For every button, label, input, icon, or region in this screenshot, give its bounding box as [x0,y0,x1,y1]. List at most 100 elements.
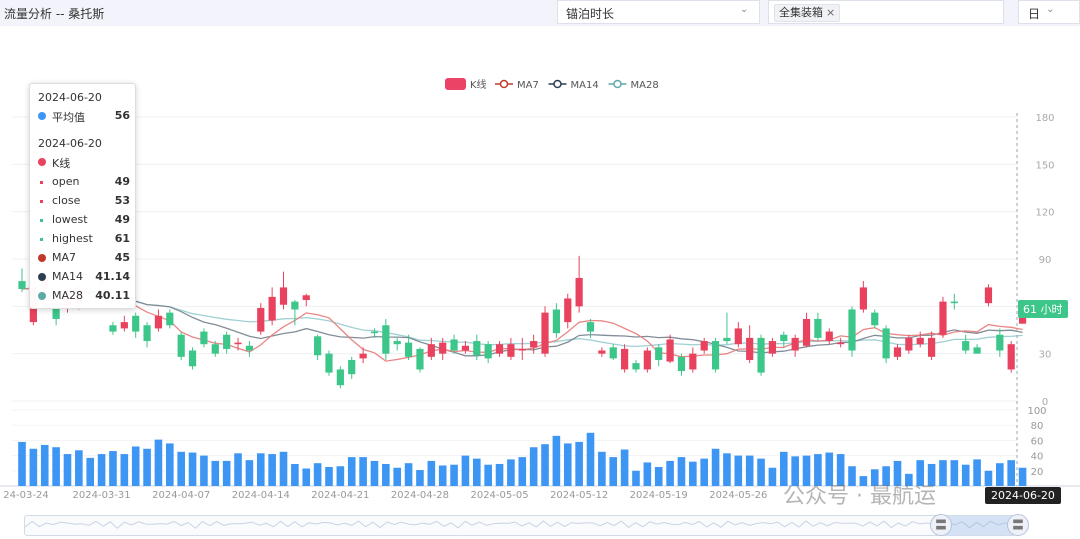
volume-tick-label: 40 [1031,452,1044,463]
tooltip-label: lowest [52,213,88,226]
candle-body [586,322,595,332]
volume-bar [711,448,720,486]
volume-bar [302,468,311,486]
volume-bar [29,448,38,486]
legend-label: MA7 [517,80,539,91]
volume-bar [882,466,890,486]
metric-select[interactable]: 锚泊时长 ⌄ [557,0,760,24]
candle-body [518,348,526,351]
category-multiselect[interactable]: 全集装箱 × [768,0,1004,24]
volume-bar [552,435,561,486]
candle-body [598,350,606,354]
volume-bar [279,451,288,486]
bullet-icon [40,200,43,203]
volume-bar [643,462,652,486]
volume-bar [18,441,26,486]
volume-bar [802,455,811,486]
slider-left-handle[interactable]: 〓 [930,514,952,536]
datazoom-slider[interactable] [24,515,1016,536]
price-tick-label: 180 [1035,113,1054,124]
tooltip-row-average: 平均值 56 [38,109,130,124]
volume-bar [518,457,527,486]
legend-label: MA14 [571,80,599,91]
category-tag: 全集装箱 × [774,4,841,22]
candle-body [314,336,322,356]
candle-body [916,337,924,345]
volume-bar [245,460,254,486]
x-tick-label: 2024-04-14 [232,490,290,501]
volume-bar [75,450,83,486]
chevron-down-icon: ⌄ [740,4,749,15]
volume-bar [677,457,686,486]
volume-bar [52,447,60,486]
tooltip-row-kline: K线 [38,155,130,170]
candle-body [984,287,993,304]
volume-bar [620,449,629,486]
volume-bar [836,454,845,486]
volume-bar [757,458,765,486]
volume-bar [143,448,151,486]
legend-marker [553,79,562,89]
volume-bar [484,464,492,486]
volume-bar [188,452,197,486]
tooltip-row-ma28: MA28 40.11 [38,289,130,304]
candle-body [621,348,629,370]
candle-body [120,322,128,329]
bullet-icon [40,181,43,184]
volume-bar [996,463,1004,486]
volume-bar [768,467,777,486]
legend-kline-swatch [445,78,466,90]
x-tick-label: 2024-05-19 [630,490,688,501]
candle-body [370,331,379,334]
candle-body [200,331,208,345]
candle-body [177,334,185,357]
volume-bar [893,460,902,486]
volume-tick-label: 80 [1031,421,1044,432]
candle-body [484,344,492,359]
candle-body [825,331,833,342]
volume-bar [689,461,697,486]
candle-body [109,325,117,332]
candle-body [336,369,344,386]
volume-bar [450,464,458,486]
average-dot-icon [38,112,46,120]
candle-body [211,344,219,354]
candle-body [723,337,731,342]
datazoom-window[interactable] [940,516,1015,535]
x-tick-label: 2024-05-26 [709,490,767,501]
x-tick-label: 24-03-24 [3,490,48,501]
candle-body [279,287,288,305]
volume-bar [870,469,879,486]
candlestick-chart[interactable]: 0 30 90 120 150 180 20 40 60 80 100 24-03-24 2024-03… [0,26,1080,539]
volume-bar [814,454,822,486]
x-axis-pointer-label: 2024-06-20 [985,487,1061,504]
candle-body [768,341,777,354]
candle-body [928,337,936,357]
volume-bar [97,454,106,486]
volume-bar [495,463,504,486]
tooltip-label: close [52,194,81,207]
candle-body [939,301,947,335]
category-tag-label: 全集装箱 [779,6,823,19]
period-select[interactable]: 日 ⌄ [1018,0,1080,24]
slider-right-handle[interactable]: 〓 [1007,514,1029,536]
volume-bar [234,453,242,486]
volume-bar [961,464,970,486]
ma28-dot-icon [38,292,46,300]
chart-tooltip: 2024-06-20 平均值 56 2024-06-20 K线 open 49 … [29,83,136,309]
candle-body [359,353,367,359]
candle-body [245,345,253,351]
tooltip-value: 45 [114,251,130,264]
tooltip-date: 2024-06-20 [38,91,102,104]
volume-bar [63,454,72,486]
tooltip-row-open: open 49 [38,175,130,190]
candle-body [382,325,390,354]
candle-body [632,363,640,370]
tag-close-icon[interactable]: × [826,6,836,19]
price-tick-label: 120 [1035,208,1054,219]
candle-body [166,312,174,326]
y-axis-pointer-label: 61 小时 [1018,300,1068,318]
volume-bar [575,441,583,486]
tooltip-row-ma7: MA7 45 [38,251,130,266]
candle-body [962,341,970,351]
